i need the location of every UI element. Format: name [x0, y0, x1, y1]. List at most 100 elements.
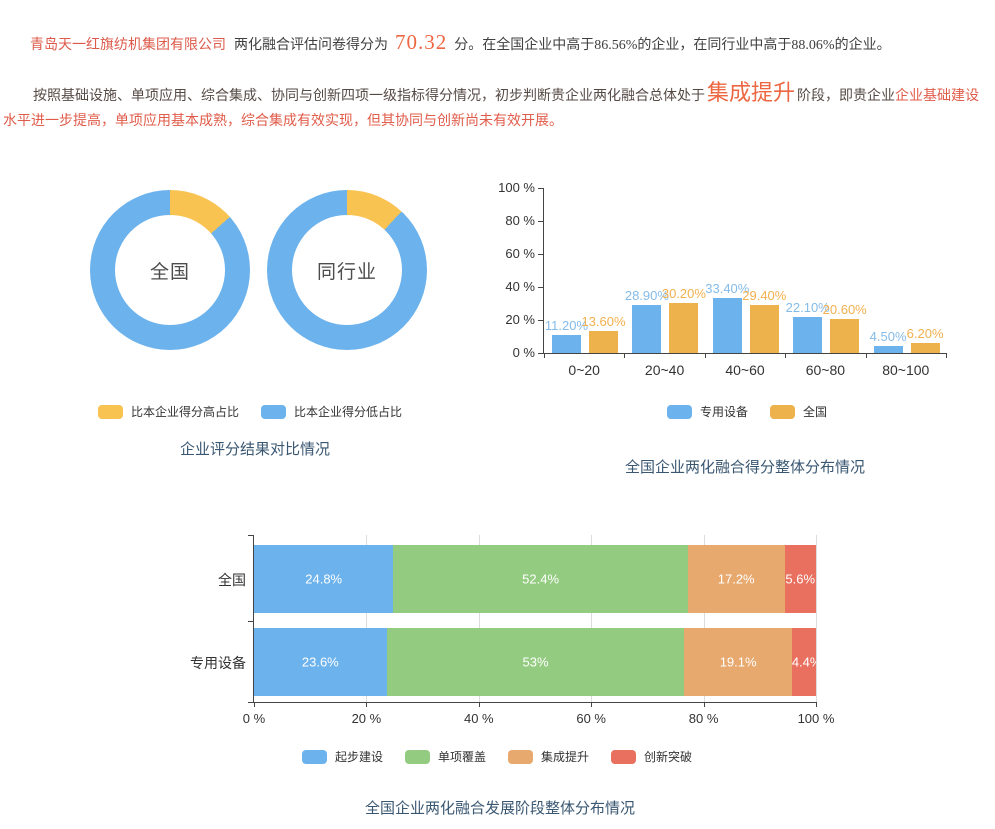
- x-axis-tick: [704, 353, 706, 358]
- bar-专用设备-40~60: [712, 297, 742, 353]
- y-axis-tick-label: 80 %: [505, 213, 535, 228]
- summary-paragraph: 青岛天一红旗纺机集团有限公司 两化融合评估问卷得分为 70.32 分。在全国企业中高于…: [30, 30, 985, 58]
- y-axis-tick: [538, 254, 543, 255]
- segment-单项覆盖-全国: 52.4%: [393, 545, 688, 613]
- pie-chart-title: 企业评分结果对比情况: [179, 441, 330, 458]
- bar-value-label: 11.20%: [544, 317, 589, 333]
- after-score-text: 分。在全国企业中高于86.56%的企业，在同行业中高于88.06%的企业。: [454, 38, 891, 53]
- segment-value-label: 53%: [522, 654, 549, 670]
- company-name: 青岛天一红旗纺机集团有限公司: [30, 38, 226, 53]
- y-axis-tick-label: 100 %: [498, 180, 535, 195]
- legend-item-stage-0[interactable]: 起步建设: [301, 748, 383, 765]
- legend-item-special-equipment[interactable]: 专用设备: [666, 403, 748, 420]
- bar-全国-40~60: [749, 304, 779, 353]
- x-axis-category-label: 40~60: [725, 362, 765, 378]
- gridline: [591, 535, 593, 702]
- score-value: 70.32: [395, 30, 448, 54]
- bar-group-60~80: 22.10% 20.60%: [785, 188, 867, 353]
- x-axis-tick: [703, 702, 705, 707]
- donut-national-label: 全国: [115, 215, 225, 325]
- segment-value-label: 23.6%: [301, 654, 339, 670]
- legend-item-stage-1[interactable]: 单项覆盖: [404, 748, 486, 765]
- y-axis-tick-label: 40 %: [505, 279, 535, 294]
- legend-item-stage-3[interactable]: 创新突破: [611, 748, 692, 765]
- segment-value-label: 52.4%: [522, 571, 560, 587]
- bar-group-40~60: 33.40% 29.40%: [705, 188, 786, 353]
- segment-value-label: 24.8%: [305, 571, 343, 587]
- segment-value-label: 4.4%: [791, 654, 816, 670]
- donut-industry: 同行业: [267, 190, 427, 350]
- bar-value-label: 4.50%: [869, 328, 907, 344]
- x-axis-category-label: 60~80: [805, 362, 846, 378]
- national-label: 全国: [803, 405, 828, 419]
- stage-dist-legend: 起步建设 单项覆盖 集成提升 创新突破: [247, 748, 747, 765]
- y-axis-tick: [538, 320, 543, 321]
- national-swatch: [770, 404, 795, 419]
- y-axis-tick-label: 0 %: [512, 345, 535, 360]
- segment-value-label: 17.2%: [717, 571, 755, 587]
- x-axis-tick-label: 20 %: [351, 711, 382, 726]
- y-axis-category-label: 专用设备: [190, 655, 246, 671]
- bar-value-label: 6.20%: [906, 325, 944, 341]
- x-axis-tick-label: 40 %: [463, 711, 494, 726]
- stage-2-swatch: [508, 749, 533, 764]
- stage-lead-text: 按照基础设施、单项应用、综合集成、协同与创新四项一级指标得分情况，初步判断贵企业…: [33, 89, 705, 104]
- bar-全国-20~40: [669, 303, 699, 353]
- stage-3-swatch: [611, 749, 637, 764]
- segment-集成提升-全国: 17.2%: [687, 545, 785, 613]
- special-equipment-label: 专用设备: [699, 405, 748, 419]
- stack-row-全国: 24.8% 52.4% 17.2% 5.6%: [254, 545, 816, 613]
- x-axis-tick: [591, 702, 593, 707]
- y-axis-tick: [248, 620, 253, 622]
- x-axis-category-label: 20~40: [644, 362, 685, 378]
- legend-item-national[interactable]: 全国: [770, 403, 827, 420]
- segment-value-label: 5.6%: [785, 571, 816, 587]
- stage-dist-plot: 0 % 20 % 40 % 60 % 80 % 100 % 24.8% 52.4% 17.2% 5…: [190, 535, 834, 726]
- y-axis-tick: [538, 188, 543, 189]
- gridline: [816, 535, 817, 702]
- bar-value-label: 22.10%: [785, 299, 830, 315]
- segment-起步建设-专用设备: 23.6%: [254, 628, 387, 696]
- x-axis-tick-label: 60 %: [576, 711, 606, 726]
- stage-0-label: 起步建设: [334, 750, 383, 764]
- bar-value-label: 20.60%: [822, 302, 867, 318]
- stack-row-专用设备: 23.6% 53% 19.1% 4.4%: [254, 628, 816, 696]
- bar-专用设备-20~40: [632, 305, 662, 353]
- legend-item-lower-share[interactable]: 比本企业得分低占比: [261, 403, 402, 420]
- segment-起步建设-全国: 24.8%: [254, 545, 394, 613]
- bar-group-80~100: 4.50% 6.20%: [866, 188, 946, 353]
- stage-1-swatch: [404, 749, 430, 764]
- lower-share-label: 比本企业得分低占比: [294, 405, 403, 419]
- special-equipment-swatch: [666, 404, 692, 419]
- y-axis-tick: [248, 702, 253, 703]
- score-dist-plot: 100 % 80 % 60 % 40 % 20 % 0 % 11.20% 13.60% 0~20…: [498, 180, 947, 378]
- segment-value-label: 19.1%: [719, 654, 757, 670]
- bar-专用设备-60~80: [793, 316, 823, 353]
- y-axis-tick-label: 20 %: [505, 312, 535, 327]
- x-axis-category-label: 80~100: [882, 362, 930, 378]
- bar-value-label: 33.40%: [705, 280, 750, 296]
- segment-创新突破-专用设备: 4.4%: [791, 628, 816, 696]
- stage-detail-text: 企业基础建设水平进一步提高，单项应用基本成熟，综合集成有效实现，但其协同与创新尚…: [3, 89, 980, 129]
- legend-item-stage-2[interactable]: 集成提升: [508, 748, 589, 765]
- stage-judgement-paragraph: 按照基础设施、单项应用、综合集成、协同与创新四项一级指标得分情况，初步判断贵企业…: [3, 80, 991, 134]
- gridline: [703, 535, 705, 702]
- bar-group-0~20: 11.20% 13.60%: [544, 188, 626, 353]
- gridline: [366, 535, 368, 702]
- legend-item-higher-share[interactable]: 比本企业得分高占比: [97, 403, 239, 420]
- bar-value-label: 13.60%: [581, 313, 626, 329]
- pie-legend: 比本企业得分高占比 比本企业得分低占比: [45, 403, 455, 420]
- segment-单项覆盖-专用设备: 53%: [386, 628, 685, 696]
- bar-全国-0~20: [589, 330, 618, 353]
- y-axis-tick: [538, 287, 543, 288]
- stage-2-label: 集成提升: [541, 750, 590, 764]
- x-axis-tick: [946, 353, 947, 358]
- donut-national: 全国: [90, 190, 250, 350]
- bar-value-label: 29.40%: [742, 287, 787, 303]
- stage-0-swatch: [301, 749, 327, 764]
- x-axis-tick-label: 100 %: [797, 711, 835, 726]
- x-axis-tick: [366, 702, 368, 707]
- lower-share-swatch: [261, 404, 286, 419]
- stage-dist-title: 全国企业两化融合发展阶段整体分布情况: [364, 800, 635, 817]
